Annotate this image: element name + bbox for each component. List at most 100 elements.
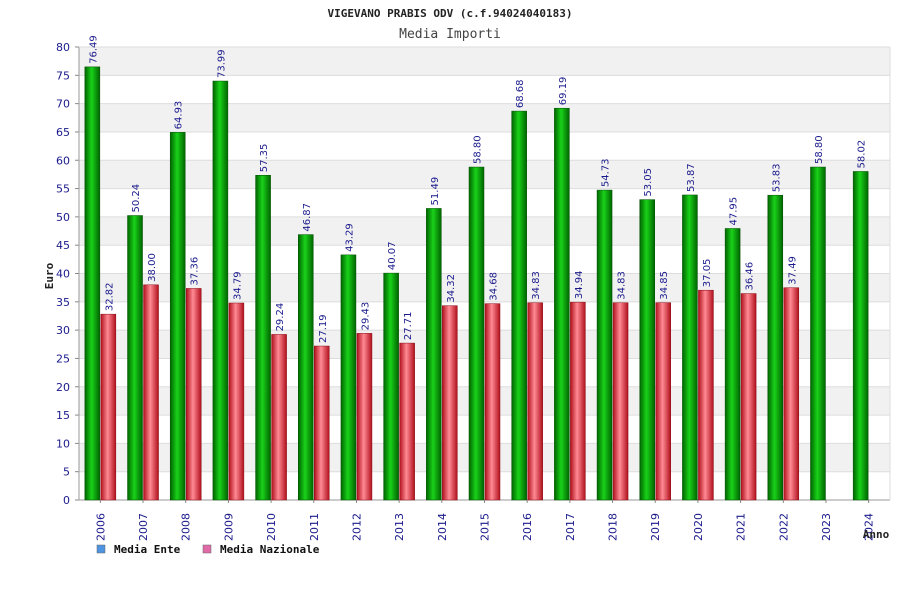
x-tick-label: 2009 [222, 513, 235, 541]
x-tick-label: 2011 [308, 513, 321, 541]
data-label-media-nazionale: 34.85 [659, 271, 670, 300]
x-tick-label: 2006 [94, 513, 107, 541]
data-label-media-nazionale: 38.00 [147, 253, 158, 282]
bar-media-nazionale [271, 334, 287, 501]
x-tick-label: 2019 [649, 513, 662, 541]
bar-media-nazionale [484, 303, 501, 501]
data-label-media-ente: 64.93 [174, 101, 185, 130]
data-label-media-ente: 58.80 [473, 135, 484, 164]
x-tick-label: 2008 [180, 513, 193, 541]
legend: Media Ente Media Nazionale [96, 543, 320, 556]
bars-group [84, 66, 869, 501]
y-tick-label: 15 [56, 409, 70, 422]
bar-media-ente [298, 234, 314, 501]
bar-media-nazionale [356, 333, 373, 501]
data-label-media-ente: 47.95 [729, 197, 740, 226]
data-label-media-ente: 73.99 [216, 49, 227, 78]
data-label-media-nazionale: 36.46 [745, 262, 756, 291]
y-tick-label: 10 [56, 437, 70, 450]
legend-swatch-media-ente [96, 544, 106, 554]
bar-media-nazionale [740, 293, 757, 501]
data-label-media-ente: 51.49 [430, 177, 441, 206]
bar-media-nazionale [527, 302, 543, 501]
x-tick-label: 2012 [350, 513, 363, 541]
background-band [79, 103, 890, 132]
bar-media-ente [767, 194, 784, 501]
data-label-media-nazionale: 34.79 [232, 271, 243, 300]
bar-media-ente [127, 215, 143, 501]
bar-media-ente [383, 272, 399, 501]
data-label-media-nazionale: 29.24 [275, 303, 286, 332]
data-label-media-nazionale: 37.36 [190, 257, 201, 286]
bar-media-ente [511, 110, 527, 501]
y-tick-label: 5 [63, 466, 70, 479]
y-tick-label: 40 [56, 268, 70, 281]
bar-media-nazionale [143, 284, 159, 501]
data-label-media-nazionale: 34.83 [617, 271, 628, 300]
data-label-media-ente: 50.24 [131, 184, 142, 213]
y-tick-label: 0 [63, 494, 70, 507]
y-tick-label: 70 [56, 98, 70, 111]
y-tick-label: 60 [56, 154, 70, 167]
bar-media-ente [255, 175, 271, 501]
bar-media-nazionale [228, 302, 245, 501]
legend-swatch-media-nazionale [202, 544, 212, 554]
data-label-media-ente: 40.07 [387, 241, 398, 270]
data-label-media-nazionale: 37.49 [787, 256, 798, 285]
chart-subtitle: Media Importi [399, 27, 501, 42]
y-tick-label: 80 [56, 41, 70, 54]
bar-media-ente [596, 189, 613, 501]
axes: 2006 2007 2008 2009 2010 2011 2012 2013 2014 2015… [78, 46, 891, 541]
x-tick-label: 2023 [820, 513, 833, 541]
y-tick-label: 65 [56, 126, 70, 139]
y-tick-label: 25 [56, 352, 70, 365]
data-label-media-ente: 68.68 [515, 79, 526, 108]
bar-media-ente [852, 171, 869, 501]
x-tick-label: 2016 [521, 513, 534, 541]
data-label-media-nazionale: 34.83 [531, 271, 542, 300]
x-tick-label: 2024 [863, 513, 876, 541]
bar-media-nazionale [698, 289, 714, 501]
data-label-media-ente: 57.35 [259, 144, 270, 173]
bar-media-ente [340, 254, 357, 501]
bar-media-nazionale [399, 342, 415, 501]
y-tick-label: 35 [56, 296, 70, 309]
x-axis-label: Anno [863, 528, 890, 541]
background-band [79, 160, 890, 189]
y-tick-label: 30 [56, 324, 70, 337]
x-tick-label: 2020 [692, 513, 705, 541]
bar-media-nazionale [314, 345, 330, 501]
bar-media-nazionale [783, 287, 800, 501]
x-tick-label: 2017 [564, 513, 577, 541]
x-tick-label: 2022 [777, 513, 790, 541]
bar-media-ente [169, 132, 186, 501]
x-tick-label: 2018 [607, 513, 620, 541]
y-tick-label: 55 [56, 183, 70, 196]
y-tick-label: 75 [56, 69, 70, 82]
legend-label-media-ente: Media Ente [114, 543, 181, 556]
data-label-media-ente: 46.87 [302, 203, 313, 232]
bar-media-ente [554, 107, 570, 501]
y-tick-label: 20 [56, 381, 70, 394]
y-tick-label: 50 [56, 211, 70, 224]
data-label-media-nazionale: 32.82 [104, 283, 115, 312]
data-label-media-nazionale: 27.71 [403, 311, 414, 340]
data-label-media-nazionale: 27.19 [318, 314, 329, 343]
data-label-media-ente: 58.02 [857, 140, 868, 169]
bar-media-ente [212, 80, 229, 501]
bar-media-ente [84, 66, 101, 501]
x-tick-label: 2015 [479, 513, 492, 541]
legend-label-media-nazionale: Media Nazionale [220, 543, 320, 556]
chart-title: VIGEVANO PRABIS ODV (c.f.94024040183) [327, 7, 572, 20]
y-tick-label: 45 [56, 239, 70, 252]
bar-media-nazionale [570, 301, 586, 501]
data-label-media-ente: 76.49 [88, 35, 99, 64]
background-band [79, 47, 890, 76]
data-label-media-nazionale: 29.43 [360, 302, 371, 331]
bar-media-ente [682, 194, 698, 501]
data-label-media-ente: 58.80 [814, 135, 825, 164]
data-label-media-ente: 69.19 [558, 77, 569, 106]
bar-media-ente [724, 228, 741, 501]
